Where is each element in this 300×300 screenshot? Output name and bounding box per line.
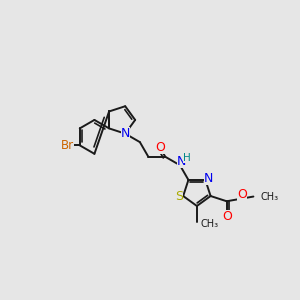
Text: O: O xyxy=(155,142,165,154)
Text: N: N xyxy=(121,127,130,140)
Text: CH₃: CH₃ xyxy=(201,219,219,229)
Text: N: N xyxy=(177,155,186,168)
Text: H: H xyxy=(183,152,191,163)
Text: S: S xyxy=(175,190,183,202)
Text: Br: Br xyxy=(61,139,74,152)
Text: O: O xyxy=(238,188,248,201)
Text: O: O xyxy=(222,210,232,223)
Text: N: N xyxy=(204,172,213,185)
Text: CH₃: CH₃ xyxy=(260,192,278,202)
